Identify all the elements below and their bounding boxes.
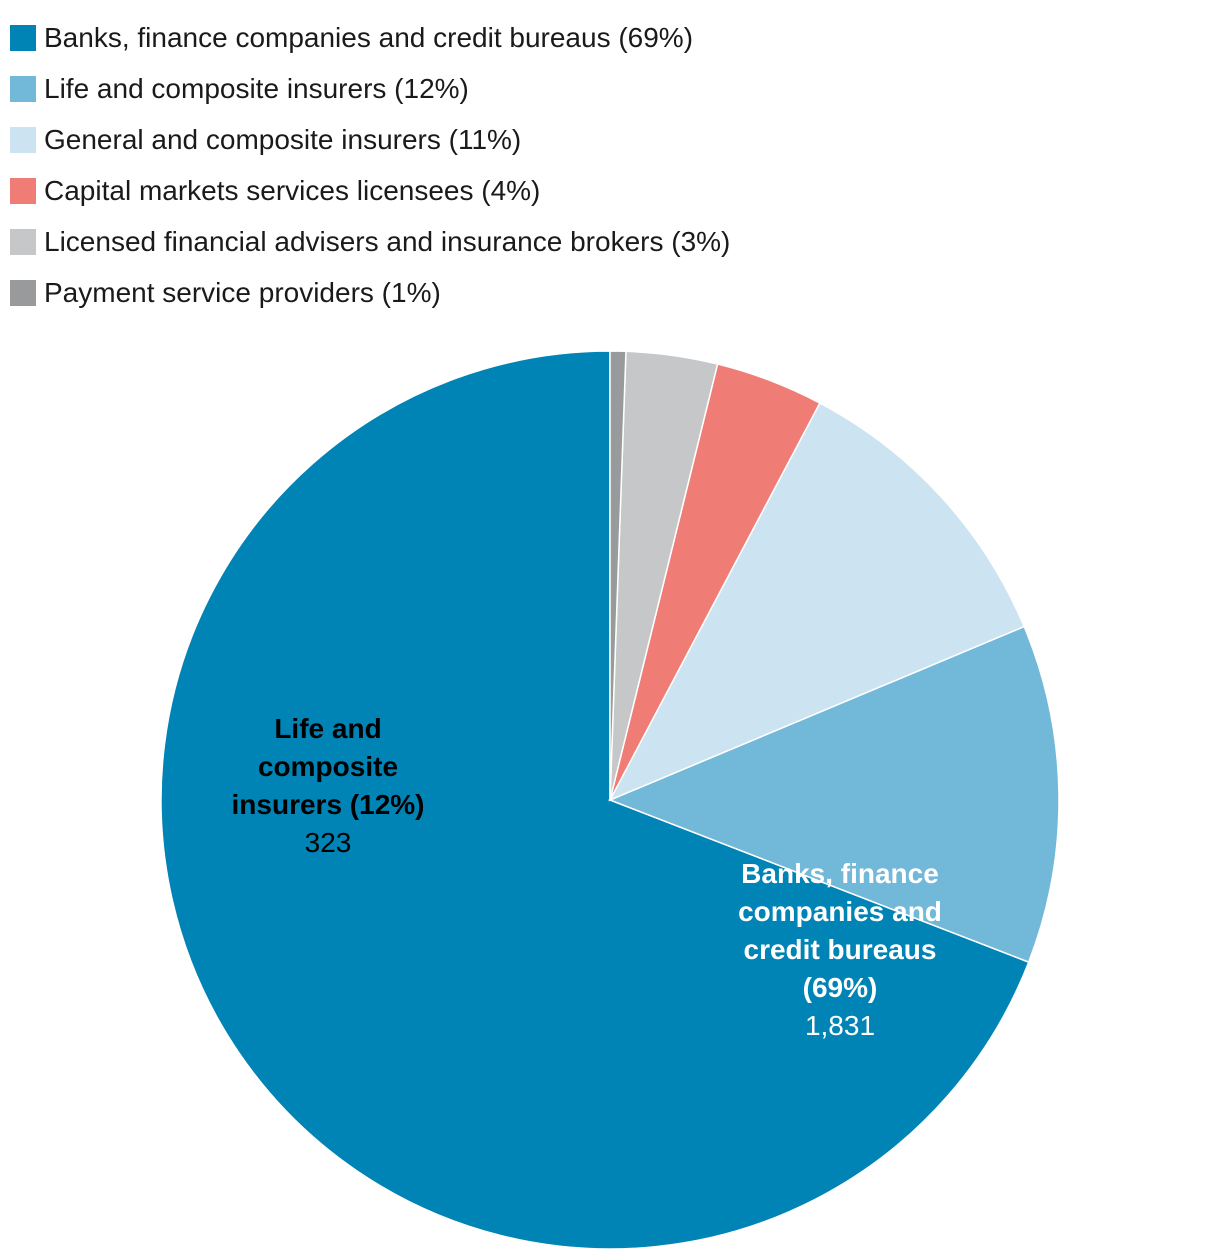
legend-swatch	[10, 24, 36, 51]
legend-label: Banks, finance companies and credit bure…	[44, 21, 694, 53]
legend-item: Capital markets services licensees (4%)	[10, 165, 1210, 216]
legend-label: Licensed financial advisers and insuranc…	[44, 225, 731, 257]
slice-label-line: Banks, finance	[741, 858, 939, 889]
legend-item: Banks, finance companies and credit bure…	[10, 12, 1210, 63]
legend-swatch	[10, 279, 36, 306]
legend-item: Licensed financial advisers and insuranc…	[10, 216, 1210, 267]
legend-swatch	[10, 126, 36, 153]
legend-label: Capital markets services licensees (4%)	[44, 174, 541, 206]
legend-item: Life and composite insurers (12%)	[10, 63, 1210, 114]
legend-label: General and composite insurers (11%)	[44, 123, 522, 155]
legend-swatch	[10, 75, 36, 102]
pie-slice	[608, 402, 1026, 802]
slice-label-line: (69%)	[803, 972, 878, 1003]
legend-label: Payment service providers (1%)	[44, 276, 441, 308]
pie-labels: Banks, finance companies and credit bureau…	[232, 713, 942, 1041]
legend-item: General and composite insurers (11%)	[10, 114, 1210, 165]
pie-slice	[609, 350, 627, 801]
pie-slice	[160, 350, 1030, 1250]
slice-label-line: companies and	[738, 896, 942, 927]
legend-swatch	[10, 177, 36, 204]
legend-swatch	[10, 228, 36, 255]
slice-count-label: 323	[305, 827, 352, 858]
slice-label-line: Life and	[274, 713, 381, 744]
slice-count-label: 1,831	[805, 1010, 875, 1041]
pie-slice	[607, 625, 1060, 964]
slice-label-line: insurers (12%)	[232, 789, 425, 820]
pie-slices	[160, 350, 1060, 1250]
legend-label: Life and composite insurers (12%)	[44, 72, 469, 104]
slice-label-line: composite	[258, 751, 398, 782]
chart-legend: Banks, finance companies and credit bure…	[10, 12, 1210, 318]
legend-item: Payment service providers (1%)	[10, 267, 1210, 318]
slice-label-line: credit bureaus	[744, 934, 937, 965]
